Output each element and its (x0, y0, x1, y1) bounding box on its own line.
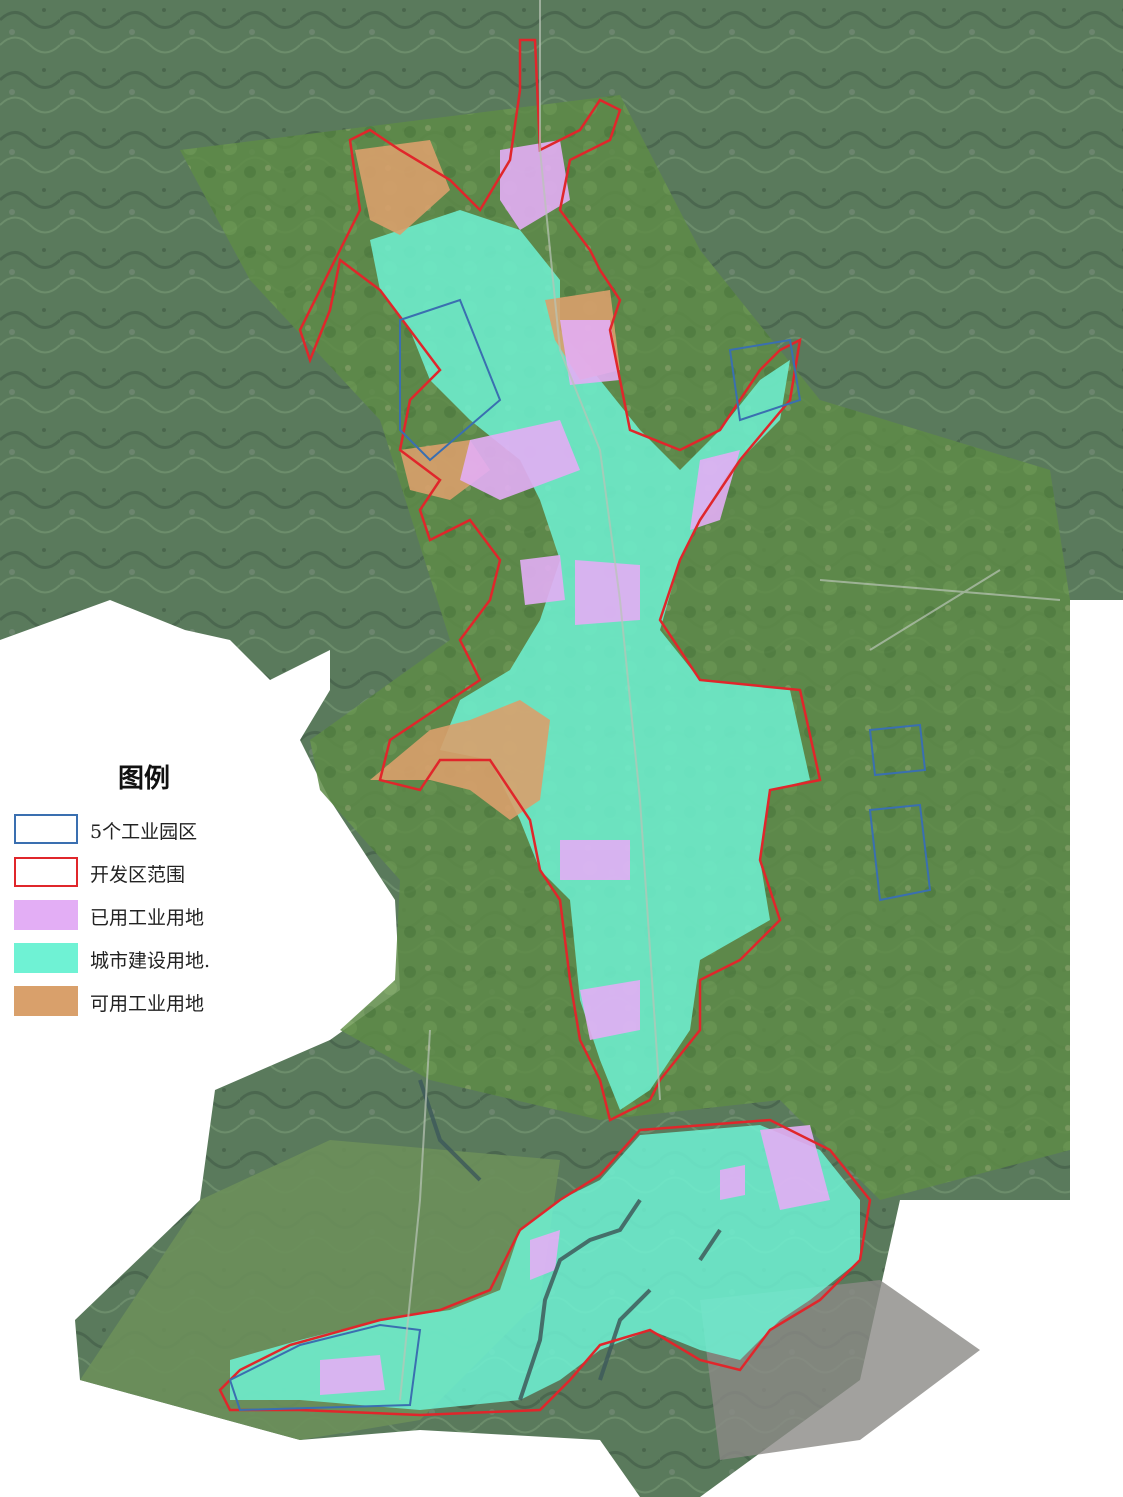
river (418, 1079, 722, 1401)
development-zone-swatch (14, 857, 78, 887)
legend-item-used-industrial: 已用工业用地 (14, 900, 274, 934)
legend-title: 图例 (118, 764, 171, 794)
legend-item-available-industrial: 可用工业用地 (14, 986, 274, 1020)
urban-construction-land (370, 210, 810, 1110)
development-zone-boundary-south (218, 1118, 872, 1417)
industrial-park-swatch (14, 814, 78, 844)
industrial-park-outlines (228, 298, 932, 1412)
used-industrial-land (320, 140, 830, 1395)
legend-label: 已用工业用地 (90, 907, 205, 929)
available-industrial-swatch (14, 986, 78, 1016)
urban-construction-swatch (14, 943, 78, 973)
legend-label: 5个工业园区 (90, 821, 198, 843)
legend-item-urban-construction: 城市建设用地. (14, 943, 274, 977)
legend-label: 城市建设用地. (90, 950, 211, 972)
legend-item-industrial-parks: 5个工业园区 (14, 814, 274, 848)
development-zone-boundary (298, 38, 822, 1122)
legend-label: 开发区范围 (90, 864, 186, 886)
used-industrial-swatch (14, 900, 78, 930)
roads (399, 0, 1061, 1401)
legend-label: 可用工业用地 (90, 993, 205, 1015)
legend-item-development-zone: 开发区范围 (14, 857, 274, 891)
available-industrial-land-1 (355, 140, 450, 235)
